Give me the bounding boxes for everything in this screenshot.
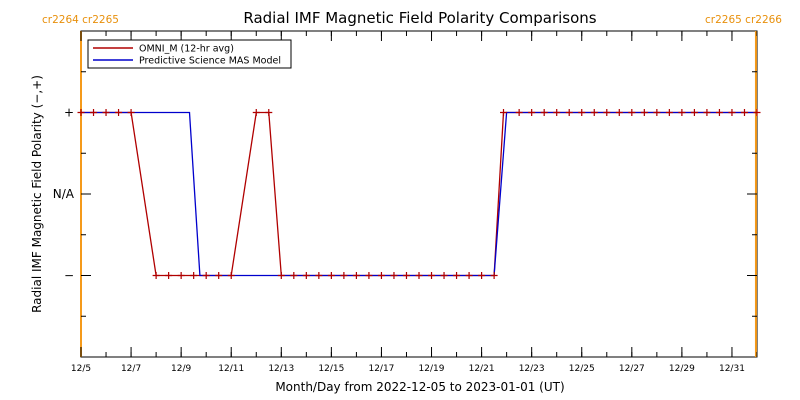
omni-data-point <box>202 272 210 279</box>
x-tick-label: 12/31 <box>719 364 745 374</box>
omni-data-point <box>315 272 323 279</box>
omni-data-point <box>402 272 410 279</box>
omni-data-point <box>265 109 273 116</box>
omni-data-point <box>603 109 611 116</box>
omni-data-point <box>500 109 507 116</box>
x-tick-label: 12/25 <box>569 364 595 374</box>
omni-data-point <box>565 109 573 116</box>
x-tick-label: 12/13 <box>268 364 294 374</box>
omni-data-point <box>753 109 761 116</box>
legend: OMNI_M (12-hr avg) Predictive Science MA… <box>87 39 292 69</box>
omni-data-point <box>640 109 648 116</box>
x-tick-label: 12/21 <box>469 364 495 374</box>
omni-data-point <box>290 272 298 279</box>
omni-data-point <box>728 109 736 116</box>
series-group <box>77 109 761 279</box>
legend-label-omni: OMNI_M (12-hr avg) <box>139 44 234 55</box>
omni-data-point <box>277 272 285 279</box>
omni-data-point <box>115 109 123 116</box>
omni-data-point <box>352 272 360 279</box>
x-tick-label: 12/5 <box>71 364 91 374</box>
omni-data-point <box>528 109 536 116</box>
plot-frame <box>80 30 758 358</box>
x-tick-label: 12/15 <box>318 364 344 374</box>
x-tick-label: 12/19 <box>419 364 445 374</box>
y-tick-label: + <box>64 106 74 120</box>
x-tick-label: 12/27 <box>619 364 645 374</box>
omni-data-point <box>415 272 423 279</box>
omni-data-point <box>390 272 398 279</box>
omni-data-point <box>340 272 348 279</box>
omni-data-point <box>665 109 673 116</box>
legend-box <box>87 39 292 69</box>
omni-data-point <box>715 109 723 116</box>
omni-data-point <box>615 109 623 116</box>
legend-label-mas: Predictive Science MAS Model <box>139 56 281 67</box>
omni-data-point <box>102 109 110 116</box>
y-tick-label: N/A <box>53 187 75 201</box>
omni-data-point <box>227 272 235 279</box>
omni-data-point <box>553 109 561 116</box>
chart-title: Radial IMF Magnetic Field Polarity Compa… <box>243 9 596 27</box>
omni-data-point <box>578 109 586 116</box>
omni-data-point <box>377 272 385 279</box>
omni-data-point <box>490 272 498 279</box>
omni-data-point <box>690 109 698 116</box>
x-tick-label: 12/7 <box>121 364 141 374</box>
x-tick-label: 12/11 <box>218 364 244 374</box>
omni-data-point <box>703 109 711 116</box>
omni-data-point <box>515 109 523 116</box>
x-tick-label: 12/23 <box>519 364 545 374</box>
omni-data-point <box>127 109 135 116</box>
x-axis-ticks: 12/5 12/7 12/9 12/11 12/13 12/15 12/17 12/19 12/… <box>71 31 758 374</box>
series-line-0 <box>81 111 757 277</box>
x-tick-label: 12/29 <box>669 364 695 374</box>
omni-data-point <box>478 272 486 279</box>
carrington-boundaries <box>80 31 757 357</box>
omni-data-point <box>190 272 198 279</box>
y-axis-label: Radial IMF Magnetic Field Polarity (−,+) <box>30 75 44 313</box>
carrington-label-left: cr2264 cr2265 <box>42 14 119 26</box>
omni-data-point <box>365 272 373 279</box>
x-tick-label: 12/9 <box>171 364 191 374</box>
series-line-1 <box>81 111 757 277</box>
omni-data-point <box>90 109 98 116</box>
omni-data-point <box>740 109 748 116</box>
omni-data-point <box>252 109 260 116</box>
omni-data-point <box>465 272 473 279</box>
omni-data-point <box>165 272 173 279</box>
omni-data-point <box>540 109 548 116</box>
carrington-label-right: cr2265 cr2266 <box>705 14 782 26</box>
omni-data-point <box>453 272 461 279</box>
omni-data-point <box>440 272 448 279</box>
x-tick-label: 12/17 <box>368 364 394 374</box>
omni-data-point <box>678 109 686 116</box>
x-axis-label: Month/Day from 2022-12-05 to 2023-01-01 … <box>275 380 564 394</box>
omni-data-point <box>177 272 185 279</box>
omni-data-point <box>653 109 661 116</box>
omni-data-point <box>77 109 85 116</box>
omni-data-point <box>628 109 636 116</box>
omni-data-point <box>327 272 335 279</box>
omni-data-point <box>215 272 223 279</box>
omni-data-point <box>428 272 436 279</box>
omni-data-point <box>152 272 160 279</box>
y-tick-label: − <box>64 269 74 283</box>
omni-data-point <box>590 109 598 116</box>
omni-data-point <box>302 272 310 279</box>
y-axis-ticks: + N/A − <box>53 71 757 317</box>
